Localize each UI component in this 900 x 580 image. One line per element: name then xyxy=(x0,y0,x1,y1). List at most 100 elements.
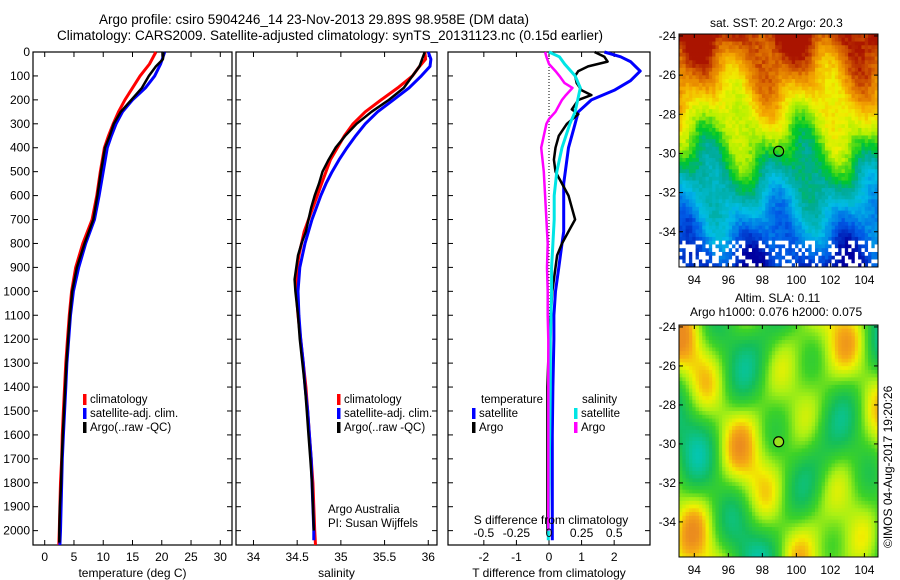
map-cell xyxy=(692,210,696,215)
map-cell xyxy=(808,86,813,91)
map-cell xyxy=(712,206,716,212)
map-cell xyxy=(858,240,862,245)
map-cell xyxy=(771,347,776,352)
map-cell xyxy=(795,101,799,106)
map-cell xyxy=(735,191,740,196)
map-cell xyxy=(834,45,839,50)
map-cell xyxy=(831,161,836,166)
map-cell xyxy=(781,105,786,110)
map-cell xyxy=(864,180,869,185)
map-cell xyxy=(761,347,766,352)
map-cell xyxy=(864,165,869,170)
map-cell xyxy=(805,339,809,345)
map-cell xyxy=(755,384,759,390)
map-cell xyxy=(834,131,839,136)
map-cell xyxy=(858,203,862,208)
map-cell xyxy=(848,328,852,333)
map-cell xyxy=(682,176,687,181)
map-cell xyxy=(745,218,750,223)
map-cell xyxy=(864,199,869,204)
map-cell xyxy=(805,109,809,114)
map-cell xyxy=(679,97,683,103)
map-cell xyxy=(811,94,816,99)
map-cell xyxy=(788,82,793,88)
map-cell xyxy=(708,188,713,193)
map-cell xyxy=(834,112,839,118)
map-cell xyxy=(795,139,799,144)
map-cell xyxy=(778,191,783,196)
map-cell xyxy=(814,176,819,181)
map-cell xyxy=(761,195,766,200)
map-cell xyxy=(722,369,726,375)
map-cell xyxy=(864,210,869,215)
map-cell xyxy=(692,206,696,212)
map-cell xyxy=(795,248,799,253)
diff-legend-temp-label: Argo xyxy=(479,422,503,434)
map-cell xyxy=(868,37,872,42)
map-cell xyxy=(824,173,829,178)
map-cell xyxy=(728,255,733,260)
map-cell xyxy=(851,158,856,163)
map-cell xyxy=(805,52,809,57)
map-cell xyxy=(814,173,819,178)
map-cell xyxy=(758,336,763,341)
map-cell xyxy=(808,199,813,204)
map-cell xyxy=(765,229,769,234)
map-cell xyxy=(702,52,706,57)
map-cell xyxy=(695,109,700,114)
map-cell xyxy=(791,251,796,257)
map-cell xyxy=(758,34,763,39)
map-cell xyxy=(732,146,736,151)
map-cell xyxy=(735,112,740,118)
map-cell xyxy=(688,161,693,166)
map-cell xyxy=(874,199,879,204)
map-cell xyxy=(791,67,796,72)
map-cell xyxy=(745,366,750,371)
map-cell xyxy=(708,240,713,245)
map-cell xyxy=(861,105,866,110)
map-cell xyxy=(705,86,710,91)
map-cell xyxy=(808,358,813,363)
map-cell xyxy=(781,124,786,129)
map-cell xyxy=(824,139,829,144)
map-cell xyxy=(761,60,766,65)
map-cell xyxy=(814,131,819,136)
map-cell xyxy=(831,195,836,200)
map-cell xyxy=(821,52,826,57)
map-cell xyxy=(722,94,726,99)
map-cell xyxy=(745,71,750,76)
map-cell xyxy=(828,240,832,245)
map-cell xyxy=(785,176,789,181)
map-cell xyxy=(798,225,803,230)
map-cell xyxy=(705,173,710,178)
map-cell xyxy=(735,154,740,159)
map-cell xyxy=(848,49,852,54)
map-cell xyxy=(848,146,852,151)
map-cell xyxy=(718,75,723,80)
map-cell xyxy=(761,154,766,159)
map-cell xyxy=(679,112,683,118)
map-cell xyxy=(838,101,842,106)
map-cell xyxy=(705,120,710,125)
map-cell xyxy=(748,206,753,212)
map-cell xyxy=(805,112,809,118)
map-cell xyxy=(861,351,866,356)
map-cell xyxy=(864,90,869,95)
map-cell xyxy=(858,109,862,114)
map-cell xyxy=(755,64,759,69)
map-cell xyxy=(851,233,856,238)
map-cell xyxy=(771,120,776,125)
map-cell xyxy=(785,112,789,118)
map-cell xyxy=(834,377,839,382)
map-cell xyxy=(791,71,796,76)
map-cell xyxy=(844,109,849,114)
map-x-tick-label: 94 xyxy=(688,273,702,287)
map-cell xyxy=(685,52,690,57)
map-cell xyxy=(831,199,836,204)
map-cell xyxy=(824,56,829,61)
map-cell xyxy=(702,60,706,65)
map-cell xyxy=(692,225,696,230)
map-cell xyxy=(771,255,776,260)
map-cell xyxy=(868,233,872,238)
map-cell xyxy=(755,362,759,367)
